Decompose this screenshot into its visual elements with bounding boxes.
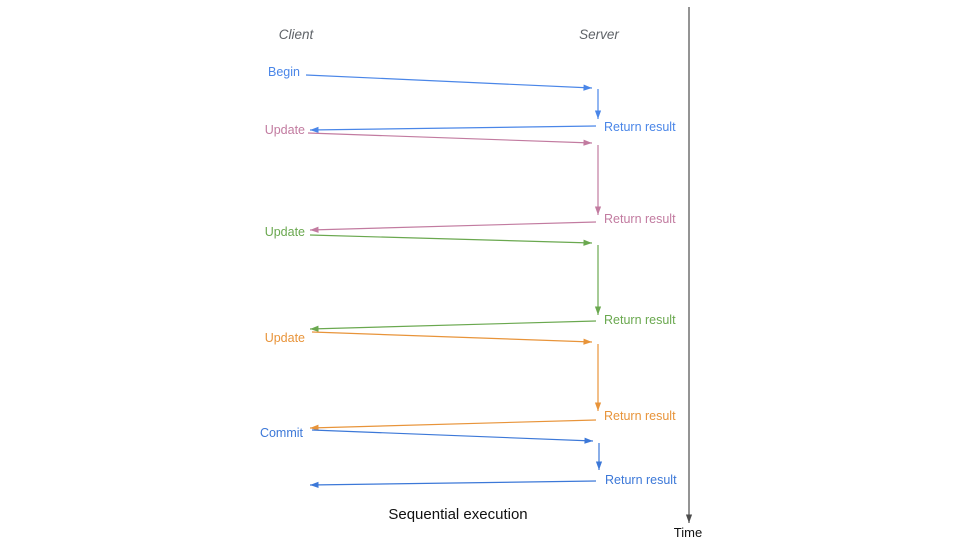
return-result-label: Return result [604, 212, 676, 226]
return-line [309, 419, 597, 429]
round-trip-commit-4: Commit Return result [260, 426, 677, 488]
request-line-arrowhead-icon [584, 437, 593, 444]
return-result-label: Return result [604, 409, 676, 423]
server-processing-line-arrowhead-icon [594, 402, 602, 411]
request-line-arrowhead-icon [583, 338, 592, 345]
return-line-arrowhead-icon [310, 226, 319, 233]
server-lane-header: Server [579, 27, 619, 42]
client-lane-header: Client [279, 27, 315, 42]
client-message-label: Commit [260, 426, 304, 440]
server-processing-line-arrowhead-icon [594, 110, 602, 119]
round-trip-update-1: Update Return result [265, 123, 676, 233]
return-line [309, 125, 597, 131]
client-message-label: Update [265, 123, 305, 137]
return-line-arrowhead-icon [310, 481, 319, 488]
return-result-label: Return result [604, 313, 676, 327]
return-line [309, 221, 597, 231]
round-trip-begin-0: Begin Return result [268, 65, 676, 134]
client-message-label: Update [265, 331, 305, 345]
request-line-arrowhead-icon [583, 239, 592, 246]
return-line [309, 480, 597, 486]
request-line [305, 74, 593, 89]
server-processing-line-arrowhead-icon [594, 306, 602, 315]
return-line-arrowhead-icon [310, 424, 319, 431]
return-line-arrowhead-icon [310, 325, 319, 332]
client-message-label: Update [265, 225, 305, 239]
time-axis-line-arrowhead-icon [685, 514, 693, 523]
return-line-arrowhead-icon [310, 126, 319, 133]
server-processing-line-arrowhead-icon [594, 206, 602, 215]
time-axis-label: Time [674, 525, 702, 540]
server-processing-line-arrowhead-icon [595, 461, 603, 470]
request-line [309, 234, 593, 244]
return-line [309, 320, 597, 330]
request-line-arrowhead-icon [583, 84, 592, 91]
client-message-label: Begin [268, 65, 300, 79]
request-line [311, 429, 594, 442]
round-trip-update-2: Update Return result [265, 225, 676, 332]
return-result-label: Return result [605, 473, 677, 487]
return-result-label: Return result [604, 120, 676, 134]
request-line [307, 132, 593, 144]
time-axis [685, 7, 693, 523]
diagram-title: Sequential execution [388, 506, 527, 523]
request-line [311, 331, 593, 343]
request-line-arrowhead-icon [583, 139, 592, 146]
round-trip-update-3: Update Return result [265, 331, 676, 431]
